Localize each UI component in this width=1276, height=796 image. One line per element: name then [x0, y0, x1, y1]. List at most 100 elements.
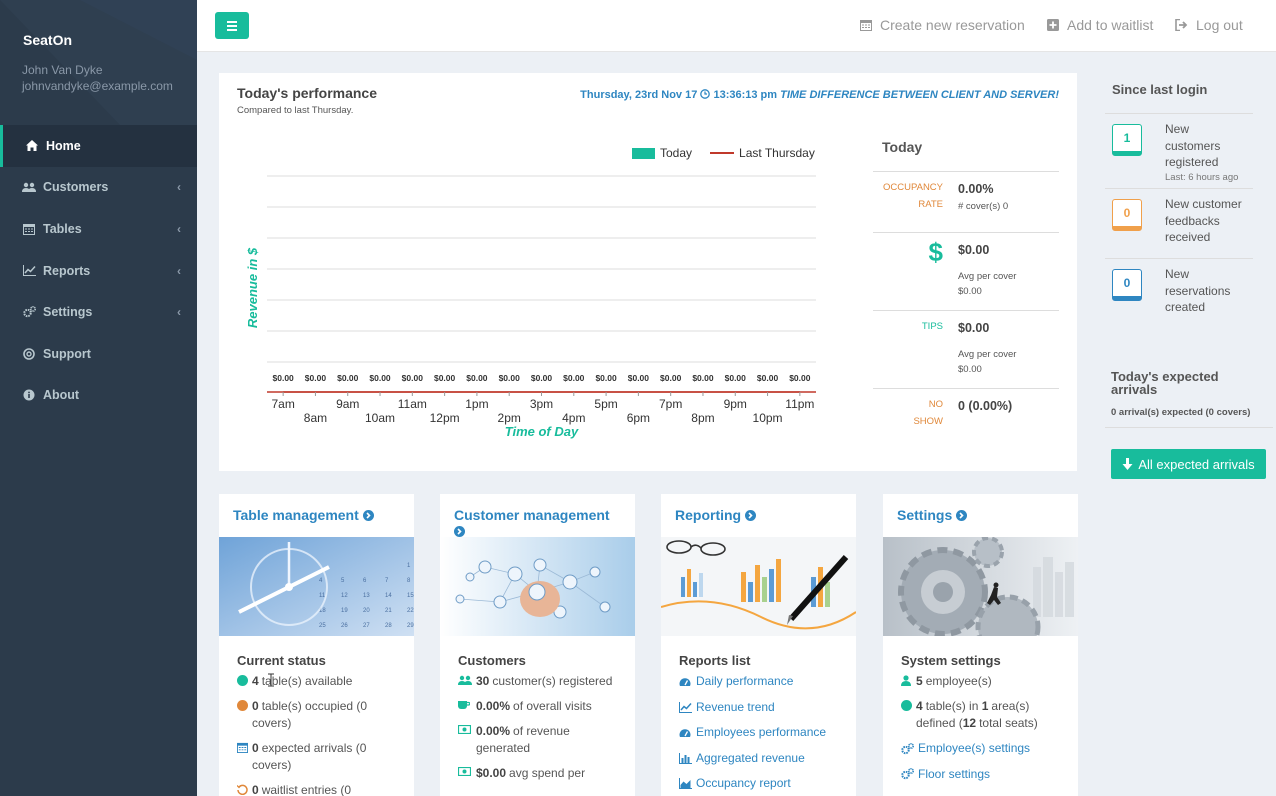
create-reservation-label: Create new reservation [880, 17, 1025, 33]
line-chart-icon [22, 265, 36, 277]
x-tick-label: 3pm [530, 397, 553, 411]
chart-data-label: $0.00 [789, 373, 811, 383]
noshow-row: NO SHOW 0 (0.00%) [873, 389, 1059, 437]
since-item-feedbacks[interactable]: 0 New customer feedbacks received [1105, 188, 1253, 258]
report-employees-performance-link[interactable]: Employees performance [679, 724, 838, 741]
sign-out-icon [1175, 19, 1188, 31]
table-management-image: 1234567891011121314151617181920212223242… [219, 537, 414, 636]
x-tick-label: 8am [304, 411, 327, 425]
customer-management-link[interactable]: Customer management [440, 494, 635, 537]
x-tick-label: 8pm [691, 411, 714, 425]
performance-subtitle: Compared to last Thursday. [237, 105, 354, 116]
gears-icon [22, 306, 36, 318]
employees-count: 5 employee(s) [901, 673, 1060, 690]
reporting-link[interactable]: Reporting [661, 494, 856, 537]
x-tick-label: 11am [398, 397, 427, 411]
x-tick-label: 10am [365, 411, 395, 425]
sidebar-item-label: Customers [43, 180, 109, 195]
sidebar-item-label: Reports [43, 263, 91, 278]
chevron-left-icon: ‹ [177, 305, 181, 320]
performance-datetime: Thursday, 23rd Nov 17 13:36:13 pm TIME D… [580, 89, 1059, 101]
calendar-number: 1 [407, 563, 411, 569]
count-badge: 1 [1112, 124, 1142, 156]
calendar-number: 26 [341, 623, 348, 629]
report-occupancy-link[interactable]: Occupancy report [679, 775, 838, 792]
performance-title: Today's performance [237, 85, 377, 101]
chevron-left-icon: ‹ [177, 263, 181, 278]
gears-icon [901, 742, 918, 755]
calendar-number: 8 [407, 578, 411, 584]
x-tick-label: 7pm [659, 397, 682, 411]
sidebar-item-about[interactable]: About [0, 375, 197, 417]
users-icon [22, 182, 36, 193]
sidebar-item-customers[interactable]: Customers ‹ [0, 167, 197, 209]
chart-data-label: $0.00 [595, 373, 617, 383]
customers-registered: 30 customer(s) registered [458, 673, 617, 690]
since-text: feedbacks [1165, 213, 1220, 228]
occupancy-covers: # cover(s) 0 [958, 201, 1009, 212]
calendar-number: 22 [407, 608, 414, 614]
sidebar-nav: Home Customers ‹ Tables ‹ Reports ‹ Sett… [0, 125, 197, 416]
x-tick-label: 7am [271, 397, 294, 411]
occupancy-label: OCCUPANCY RATE [883, 182, 943, 210]
user-icon [901, 673, 914, 690]
logout-label: Log out [1196, 17, 1243, 33]
customers-visits: 0.00% of overall visits [458, 698, 617, 715]
divider [1105, 427, 1273, 428]
calendar-number: 11 [319, 593, 326, 599]
sidebar-header-pattern [0, 0, 197, 125]
reporting-card: Reporting Reports list Daily performance… [661, 494, 856, 796]
chart-legend: Today Last Thursday [632, 146, 815, 160]
arrow-circle-right-icon [362, 507, 374, 523]
available-dot-icon [237, 675, 248, 686]
noshow-value: 0 (0.00%) [958, 399, 1013, 413]
employee-settings-link[interactable]: Employee(s) settings [901, 740, 1060, 757]
report-aggregated-revenue-link[interactable]: Aggregated revenue [679, 750, 838, 767]
calendar-icon [237, 740, 250, 774]
since-item-reservations[interactable]: 0 New reservations created [1105, 258, 1253, 328]
since-text: New customer [1165, 197, 1242, 211]
x-tick-label: 4pm [562, 411, 585, 425]
tips-value: $0.00 [958, 321, 990, 335]
sidebar-item-home[interactable]: Home [0, 125, 197, 167]
logout-link[interactable]: Log out [1175, 17, 1243, 33]
sidebar-item-reports[interactable]: Reports ‹ [0, 250, 197, 292]
report-revenue-trend-link[interactable]: Revenue trend [679, 699, 838, 716]
info-icon [22, 389, 36, 401]
calendar-number: 29 [407, 623, 414, 629]
since-text: registered [1165, 155, 1219, 169]
expected-arrivals-count: 0 arrival(s) expected (0 covers) [1111, 407, 1251, 418]
legend-swatch-today [632, 147, 655, 159]
create-reservation-link[interactable]: Create new reservation [860, 17, 1025, 33]
table-management-link[interactable]: Table management [219, 494, 414, 537]
since-item-customers[interactable]: 1 New customers registered Last: 6 hours ag… [1105, 113, 1253, 188]
customers-heading: Customers [458, 653, 526, 668]
sidebar-item-tables[interactable]: Tables ‹ [0, 208, 197, 250]
settings-link[interactable]: Settings [883, 494, 1078, 537]
reports-list-heading: Reports list [679, 653, 751, 668]
add-waitlist-link[interactable]: Add to waitlist [1047, 17, 1153, 33]
chart-data-label: $0.00 [402, 373, 424, 383]
clock-icon [700, 89, 711, 101]
calendar-number: 6 [363, 578, 367, 584]
waitlist-status: 0 waitlist entries (0 [237, 782, 396, 796]
brand-name[interactable]: SeatOn [23, 32, 73, 48]
all-expected-arrivals-button[interactable]: All expected arrivals [1111, 449, 1266, 479]
chart-data-label: $0.00 [466, 373, 488, 383]
legend-label-today: Today [660, 146, 693, 160]
topbar: Create new reservation Add to waitlist L… [197, 0, 1276, 52]
since-last-login-title: Since last login [1112, 82, 1208, 97]
floor-settings-link[interactable]: Floor settings [901, 766, 1060, 783]
user-email: johnvandyke@example.com [22, 79, 173, 93]
report-daily-performance-link[interactable]: Daily performance [679, 673, 838, 690]
menu-toggle-button[interactable] [215, 12, 249, 39]
revenue-avg-value: $0.00 [958, 286, 982, 297]
revenue-avg-label: Avg per cover [958, 271, 1017, 282]
today-summary: Today OCCUPANCY RATE 0.00% # cover(s) 0 $ … [873, 133, 1059, 437]
sidebar-item-support[interactable]: Support [0, 333, 197, 375]
calendar-number: 13 [363, 593, 370, 599]
sidebar-item-settings[interactable]: Settings ‹ [0, 291, 197, 333]
x-tick-label: 12pm [430, 411, 460, 425]
arrow-circle-right-icon [956, 507, 968, 523]
